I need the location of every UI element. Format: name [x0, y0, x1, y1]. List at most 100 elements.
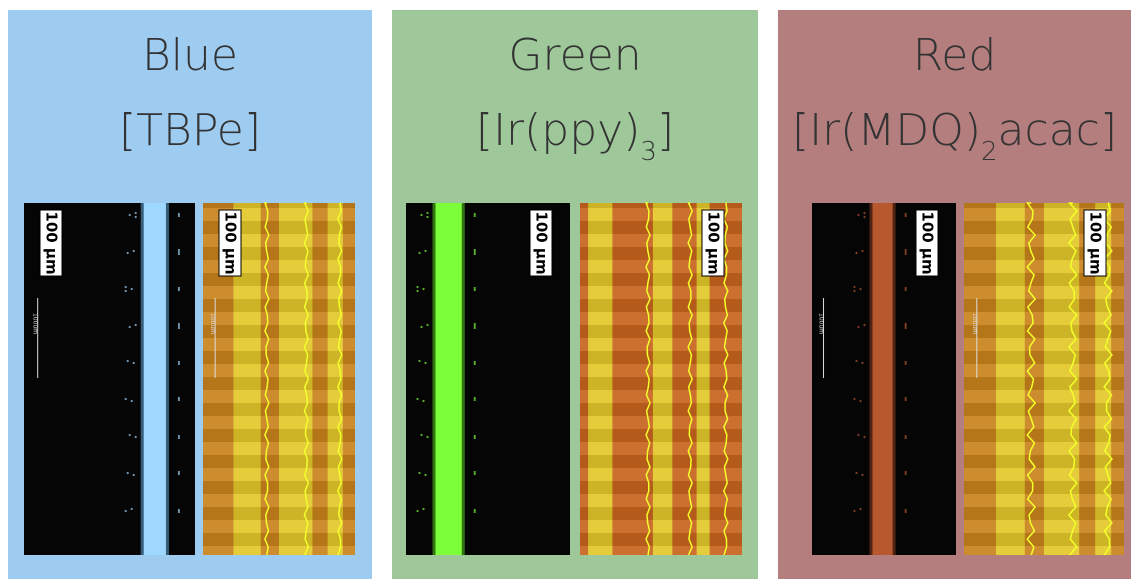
subtitle-part: ]	[657, 105, 674, 156]
speck	[473, 436, 476, 440]
panel-title: Red	[913, 30, 997, 81]
speck	[904, 510, 907, 514]
micrograph: 100 µm	[580, 202, 742, 556]
speck	[473, 472, 476, 476]
speck	[863, 435, 866, 439]
speck	[863, 215, 866, 219]
speck	[177, 360, 181, 364]
subtitle-part: [Ir(ppy)	[476, 105, 640, 156]
speck	[859, 507, 862, 511]
subtitle-part: [TBPe]	[119, 105, 261, 156]
scale-label: 100 µm	[1087, 211, 1105, 274]
edge-line	[303, 202, 310, 556]
scale-label-box	[529, 209, 553, 277]
speck	[863, 211, 866, 215]
speck	[420, 213, 423, 217]
scale-label-box	[1083, 209, 1107, 277]
speck	[857, 213, 860, 217]
speck	[426, 215, 429, 219]
speck	[426, 211, 429, 215]
speck	[134, 435, 137, 439]
panel: Red [Ir(MDQ)2acac] 100 µm 100um 100 µm 100um	[778, 10, 1131, 579]
speck	[473, 286, 476, 290]
speck	[124, 509, 127, 513]
speck	[177, 508, 181, 512]
speck	[904, 286, 907, 290]
speck	[904, 324, 907, 328]
speck	[904, 248, 907, 252]
micrograph: 100 µm 100um	[812, 203, 956, 555]
speck	[473, 326, 476, 330]
speck	[857, 325, 860, 329]
edge-line	[722, 202, 729, 556]
speck	[126, 471, 129, 475]
speck	[473, 360, 476, 364]
speck	[424, 361, 427, 365]
speck	[132, 361, 135, 365]
speck	[177, 324, 181, 328]
scale-bar-label: 100um	[209, 313, 216, 334]
speck	[904, 214, 907, 218]
speck	[177, 212, 181, 216]
speck	[130, 287, 133, 291]
speck	[473, 398, 476, 402]
speck	[904, 472, 907, 476]
scale-label: 100 µm	[705, 211, 723, 274]
scale-label-box	[701, 209, 725, 277]
speck	[132, 473, 135, 477]
scale-label-box	[218, 209, 242, 277]
speck	[904, 326, 907, 330]
subtitle-part: [Ir(MDQ)	[792, 105, 981, 156]
speck	[177, 470, 181, 474]
speck	[863, 323, 866, 327]
speck	[177, 214, 181, 218]
speck	[473, 248, 476, 252]
speck	[473, 324, 476, 328]
subtitle-part: 3	[640, 137, 657, 167]
speck	[861, 473, 864, 477]
speck	[473, 252, 476, 256]
speck	[904, 436, 907, 440]
emission-line	[435, 203, 462, 555]
speck	[134, 215, 137, 219]
panel: Green [Ir(ppy)3] 100 µm 100 µm	[392, 10, 758, 579]
speck	[473, 396, 476, 400]
speck	[177, 472, 181, 476]
speck	[177, 362, 181, 366]
speck	[424, 249, 427, 253]
speck	[473, 214, 476, 218]
micrograph: 100 µm 100um	[203, 202, 355, 556]
speck	[426, 435, 429, 439]
speck	[177, 434, 181, 438]
scale-bar-label: 100um	[818, 313, 825, 334]
speck	[124, 289, 127, 293]
speck	[473, 250, 476, 254]
edge-line	[1103, 202, 1113, 556]
speck	[177, 286, 181, 290]
scale-label: 100 µm	[222, 211, 240, 274]
speck	[861, 249, 864, 253]
speck	[124, 285, 127, 289]
speck	[416, 397, 419, 401]
speck	[904, 508, 907, 512]
micrograph: 100 µm	[406, 203, 570, 555]
edge-line	[1067, 202, 1078, 556]
speck	[857, 433, 860, 437]
subtitle-part: acac]	[998, 105, 1117, 156]
speck	[904, 470, 907, 474]
speck	[128, 213, 131, 217]
scale-bar-label: 100um	[32, 313, 39, 334]
edge-line	[645, 202, 651, 556]
emission-line	[872, 203, 893, 555]
speck	[904, 396, 907, 400]
edge-line	[263, 202, 270, 556]
speck	[420, 433, 423, 437]
speck	[855, 359, 858, 363]
speck	[426, 323, 429, 327]
panel: Blue [TBPe] 100 µm 100um 100 µm 100um	[8, 10, 372, 579]
speck	[861, 361, 864, 365]
speck	[473, 322, 476, 326]
edge-line	[336, 202, 343, 556]
speck	[473, 510, 476, 514]
speck	[904, 434, 907, 438]
